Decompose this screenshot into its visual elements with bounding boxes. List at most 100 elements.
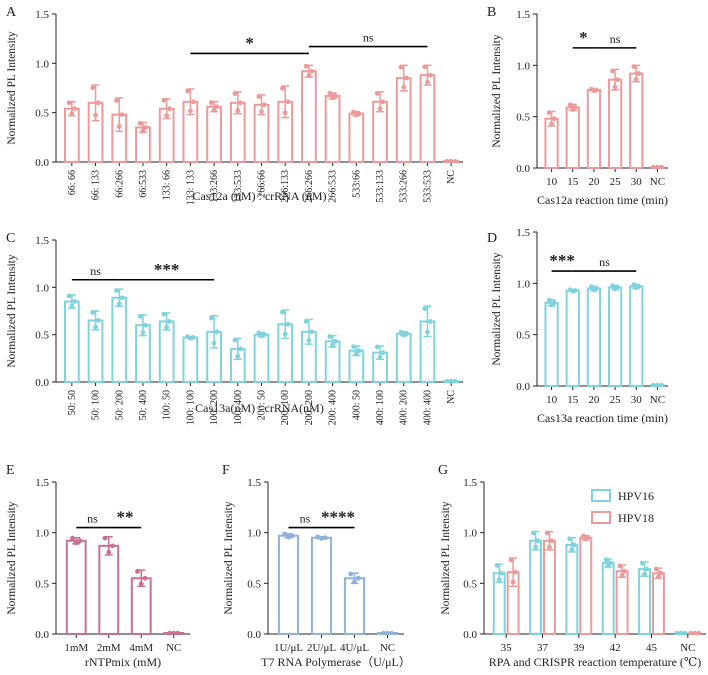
significance-label: *	[579, 28, 588, 47]
data-point	[549, 538, 555, 544]
x-tick-label: 200: 100	[280, 390, 291, 425]
x-tick-label: 133: 66	[162, 170, 173, 200]
data-point	[512, 569, 518, 575]
data-point	[498, 570, 504, 576]
data-point	[633, 76, 639, 82]
data-point	[161, 97, 167, 103]
data-point	[348, 571, 354, 577]
data-point	[161, 311, 167, 317]
data-point	[285, 321, 291, 327]
data-point	[303, 318, 309, 324]
data-point	[444, 378, 450, 384]
x-tick-label: NC	[650, 394, 665, 406]
x-tick-label: 266:266	[304, 170, 315, 203]
data-point	[377, 354, 383, 360]
bar	[301, 70, 317, 163]
data-point	[655, 382, 660, 388]
legend-label: HPV16	[618, 489, 654, 503]
y-tick-label: 1.0	[516, 60, 530, 72]
significance-label: ns	[300, 512, 311, 526]
data-point	[639, 560, 645, 566]
bar	[565, 289, 580, 387]
y-axis-label: Normalized PL Intensity	[491, 34, 503, 148]
data-point	[106, 549, 112, 555]
data-point	[655, 164, 660, 170]
panel-letter: D	[487, 231, 497, 246]
x-tick-label: 200: 400	[328, 390, 339, 425]
data-point	[374, 344, 380, 350]
y-tick-label: 1.5	[35, 235, 49, 247]
data-point	[510, 579, 516, 585]
data-point	[547, 544, 552, 550]
significance-label: *	[245, 33, 254, 52]
y-tick-label: 0.0	[516, 163, 530, 175]
data-point	[656, 574, 661, 580]
bar	[629, 285, 644, 387]
data-point	[374, 91, 380, 96]
data-point	[659, 164, 664, 170]
data-point	[494, 563, 500, 568]
data-point	[448, 378, 454, 384]
x-axis-label: rNTPmix (mM)	[85, 655, 161, 669]
x-tick-label: 50: 400	[138, 390, 149, 420]
data-point	[185, 88, 191, 94]
data-point	[66, 100, 72, 106]
panel-letter: A	[6, 5, 17, 20]
bar	[543, 539, 556, 635]
significance-label: ns	[87, 512, 98, 526]
panel-letter: B	[487, 5, 496, 20]
data-point	[692, 630, 697, 636]
data-point	[404, 75, 409, 81]
x-tick-label: 66:533	[138, 170, 149, 198]
x-tick-label: 30	[631, 176, 643, 188]
bar	[586, 88, 602, 169]
x-tick-label: 266:66	[257, 170, 268, 198]
x-tick-label: 533:66	[351, 170, 362, 198]
data-point	[617, 563, 623, 569]
x-tick-label: 30	[631, 394, 643, 406]
x-tick-label: 15	[567, 176, 579, 188]
bar	[586, 287, 602, 388]
bar	[652, 572, 665, 636]
x-tick-label: 533:133	[375, 170, 386, 203]
x-tick-label: 39	[573, 642, 585, 654]
data-point	[380, 99, 386, 105]
data-point	[143, 125, 149, 130]
data-point	[425, 79, 430, 85]
data-point	[208, 315, 214, 321]
data-point	[175, 630, 180, 636]
data-point	[422, 306, 428, 311]
x-tick-label: 266:133	[280, 170, 291, 203]
data-point	[285, 99, 291, 105]
x-tick-label: 400: 50	[351, 390, 362, 420]
bar	[65, 539, 87, 635]
data-point	[644, 566, 650, 572]
y-tick-label: 0.5	[35, 108, 49, 120]
y-axis-label: Normalized PL Intensity	[6, 501, 18, 615]
data-point	[353, 351, 359, 357]
data-point	[404, 331, 409, 337]
data-point	[546, 297, 552, 303]
data-point	[651, 382, 656, 388]
data-point	[69, 303, 75, 309]
x-tick-label: NC	[380, 642, 395, 654]
y-tick-label: 0.0	[463, 629, 477, 641]
x-tick-label: 4mM	[129, 642, 153, 654]
y-axis-label: Normalized PL Intensity	[6, 31, 18, 145]
bar	[63, 300, 80, 383]
data-point	[164, 324, 170, 330]
x-tick-label: 45	[646, 642, 658, 654]
data-point	[551, 116, 557, 122]
y-tick-label: 1.0	[247, 528, 261, 540]
x-axis-label: RPA and CRISPR reaction temperature (℃)	[489, 655, 702, 669]
data-point	[77, 538, 83, 544]
y-tick-label: 1.5	[35, 9, 49, 21]
data-point	[567, 102, 573, 108]
bar	[607, 286, 623, 387]
x-tick-label: 200: 50	[257, 390, 268, 420]
legend-swatch	[591, 489, 611, 502]
bar	[253, 333, 270, 383]
bar	[98, 544, 120, 636]
panel-f: F 0.0 0.5 1.0 1.5 Normalized PL Intensity T7 …	[222, 463, 411, 669]
